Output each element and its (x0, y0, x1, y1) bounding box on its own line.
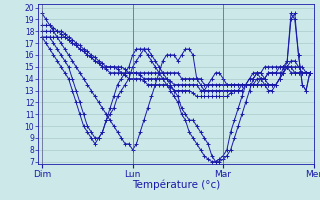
X-axis label: Température (°c): Température (°c) (132, 180, 220, 190)
